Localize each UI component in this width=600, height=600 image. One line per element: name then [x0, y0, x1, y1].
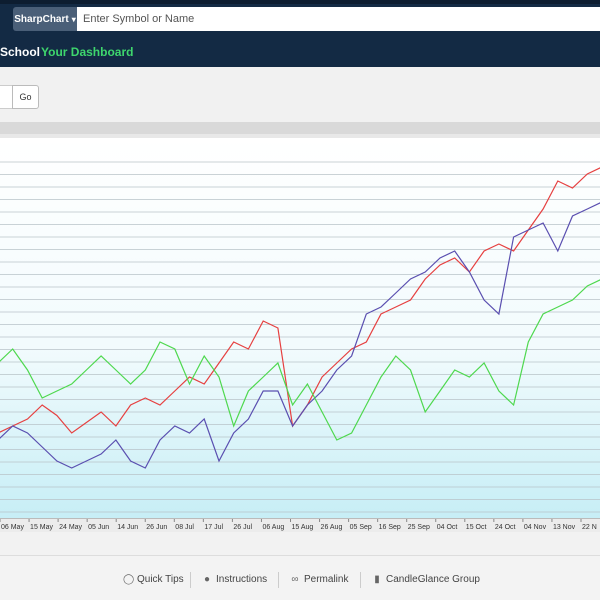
- x-tick-label: 17 Jul: [204, 524, 223, 531]
- chart-bottom-strip: [0, 532, 600, 556]
- x-tick-label: 06 Aug: [262, 524, 284, 531]
- x-tick-label: 24 May: [59, 524, 82, 531]
- x-tick-label: 26 Jul: [233, 524, 252, 531]
- header-bar: SharpChart ▾ School Your Dashboard: [0, 0, 600, 67]
- x-tick-label: 05 Sep: [350, 524, 372, 531]
- quick-tips-link[interactable]: ◯ Quick Tips: [123, 574, 184, 585]
- price-chart: [0, 138, 600, 518]
- header-top-line: [0, 0, 600, 4]
- x-tick-label: 15 Oct: [466, 524, 487, 531]
- x-tick-label: 13 Nov: [553, 524, 576, 531]
- toolbar: Go: [0, 67, 600, 122]
- permalink-label: Permalink: [304, 574, 349, 585]
- symbol-input[interactable]: [77, 7, 600, 31]
- x-tick-label: 15 Aug: [292, 524, 314, 531]
- x-tick-label: 04 Oct: [437, 524, 458, 531]
- symbol-search: SharpChart ▾: [13, 7, 600, 31]
- footer-links: ◯ Quick Tips ● Instructions ∞ Permalink …: [0, 560, 600, 600]
- quick-tips-label: Quick Tips: [137, 574, 184, 585]
- chart-svg: [0, 138, 600, 518]
- nav-item-dashboard[interactable]: Your Dashboard: [41, 45, 134, 59]
- chart-panel-header: [0, 122, 600, 134]
- x-tick-label: 08 Jul: [175, 524, 194, 531]
- link-icon: ∞: [291, 574, 299, 585]
- x-tick-label: 26 Aug: [321, 524, 343, 531]
- go-button[interactable]: Go: [12, 85, 39, 109]
- candleglance-label: CandleGlance Group: [386, 574, 480, 585]
- x-tick-label: 14 Jun: [117, 524, 138, 531]
- x-tick-label: 16 Sep: [379, 524, 401, 531]
- series-line-2: [0, 279, 600, 441]
- x-tick-label: 25 Sep: [408, 524, 430, 531]
- chart-type-dropdown[interactable]: SharpChart ▾: [13, 7, 77, 31]
- nav-item-school[interactable]: School: [0, 45, 41, 59]
- lightbulb-icon: ◯: [123, 574, 135, 585]
- divider: [360, 572, 361, 588]
- instructions-link[interactable]: ● Instructions: [202, 574, 267, 585]
- x-tick-label: 05 Jun: [88, 524, 109, 531]
- x-tick-label: 06 May: [1, 524, 24, 531]
- chevron-down-icon: ▾: [71, 14, 76, 24]
- chart-type-label: SharpChart: [14, 13, 69, 25]
- instructions-label: Instructions: [216, 574, 268, 585]
- permalink-link[interactable]: ∞ Permalink: [290, 574, 348, 585]
- x-axis: 06 May 15 May 24 May 05 Jun 14 Jun 26 Jun 08 J…: [0, 518, 600, 532]
- x-tick-label: 24 Oct: [495, 524, 516, 531]
- info-icon: ●: [203, 574, 211, 585]
- divider: [278, 572, 279, 588]
- x-tick-label: 04 Nov: [524, 524, 547, 531]
- candle-icon: ▮: [374, 574, 380, 585]
- x-tick-label: 22 N: [582, 524, 597, 531]
- chart-background: [0, 138, 600, 518]
- candleglance-link[interactable]: ▮ CandleGlance Group: [372, 574, 480, 585]
- divider: [190, 572, 191, 588]
- x-axis-svg: 06 May 15 May 24 May 05 Jun 14 Jun 26 Jun 08 J…: [0, 519, 597, 531]
- x-tick-label: 15 May: [30, 524, 53, 531]
- x-tick-label: 26 Jun: [146, 524, 167, 531]
- series-line-1: [0, 202, 600, 469]
